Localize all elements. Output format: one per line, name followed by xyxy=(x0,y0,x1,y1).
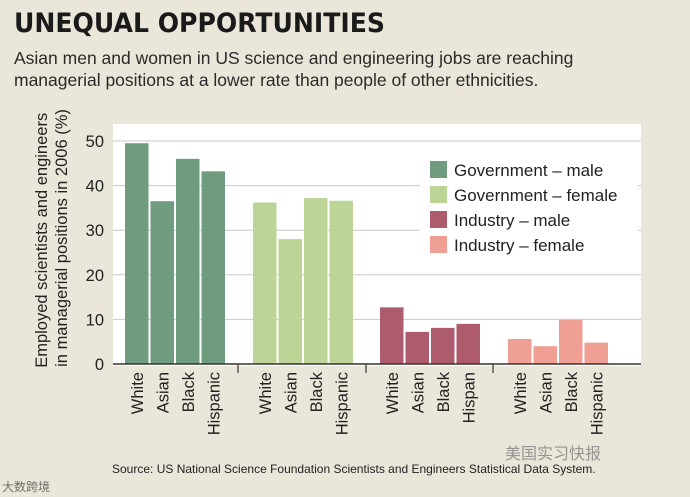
page-title: UNEQUAL OPPORTUNITIES xyxy=(14,8,385,39)
legend-box xyxy=(420,150,638,262)
legend-label-4: Industry – female xyxy=(454,236,584,255)
bar-1-1 xyxy=(125,143,149,364)
x-tick-label: Black xyxy=(563,371,581,412)
y-tick-20: 20 xyxy=(86,267,104,285)
y-tick-10: 10 xyxy=(86,311,104,329)
bar-1-2 xyxy=(150,201,174,364)
bars xyxy=(113,143,641,373)
y-tick-40: 40 xyxy=(86,178,104,196)
legend-label-2: Government – female xyxy=(454,186,617,205)
y-tick-0: 0 xyxy=(95,356,104,374)
legend-swatch-3 xyxy=(430,211,447,228)
y-tick-30: 30 xyxy=(86,222,104,240)
bar-3-2 xyxy=(405,331,429,364)
x-tick-label: Black xyxy=(308,371,326,412)
page-subtitle: Asian men and women in US science and en… xyxy=(14,48,574,90)
bar-2-4 xyxy=(329,200,353,364)
legend-swatch-2 xyxy=(430,186,447,203)
bar-3-1 xyxy=(380,307,404,364)
bar-2-2 xyxy=(278,239,302,364)
x-tick-label: Asian xyxy=(537,372,555,413)
bar-3-4 xyxy=(456,323,480,364)
bar-1-4 xyxy=(201,171,225,364)
bar-4-2 xyxy=(533,346,557,364)
x-tick-label: Hispanic xyxy=(333,372,351,435)
x-tick-labels: White Asian Black Hispanic White Asian Black Hi… xyxy=(129,371,607,435)
y-axis-label-line-2: in managerial positions in 2006 (%) xyxy=(53,109,71,367)
bar-1-3 xyxy=(176,158,200,364)
x-tick-label: White xyxy=(384,372,402,414)
x-tick-label: Asian xyxy=(154,372,172,413)
bar-4-1 xyxy=(508,339,532,364)
x-tick-label: Black xyxy=(435,371,453,412)
legend-swatch-1 xyxy=(430,161,447,178)
legend-label-3: Industry – male xyxy=(454,211,570,230)
x-tick-label: Hispan xyxy=(460,372,478,423)
source-note: Source: US National Science Foundation S… xyxy=(112,462,596,476)
legend-swatch-4 xyxy=(430,236,447,253)
y-axis-label: Employed scientists and engineers in man… xyxy=(33,108,71,368)
x-tick-label: Black xyxy=(180,371,198,412)
watermark-left: 大数跨境 xyxy=(2,480,51,494)
x-tick-label: White xyxy=(129,372,147,414)
x-tick-label: Hispanic xyxy=(588,372,606,435)
bar-4-3 xyxy=(559,319,583,364)
legend-label-1: Government – male xyxy=(454,161,603,180)
legend: Government – male Government – female Indu… xyxy=(420,150,638,262)
x-tick-label: Asian xyxy=(282,372,300,413)
x-tick-label: Hispanic xyxy=(205,372,223,435)
y-tick-50: 50 xyxy=(86,133,104,151)
bar-2-1 xyxy=(253,202,277,364)
bar-3-3 xyxy=(431,327,455,364)
x-tick-label: Asian xyxy=(409,372,427,413)
y-axis-label-line-1: Employed scientists and engineers xyxy=(33,113,51,368)
x-tick-label: White xyxy=(512,372,530,414)
bar-2-3 xyxy=(304,198,328,364)
bar-4-4 xyxy=(584,342,608,364)
x-tick-label: White xyxy=(257,372,275,414)
watermark-right: 美国实习快报 xyxy=(505,446,602,463)
y-tick-labels: 0 10 20 30 40 50 xyxy=(86,133,104,374)
